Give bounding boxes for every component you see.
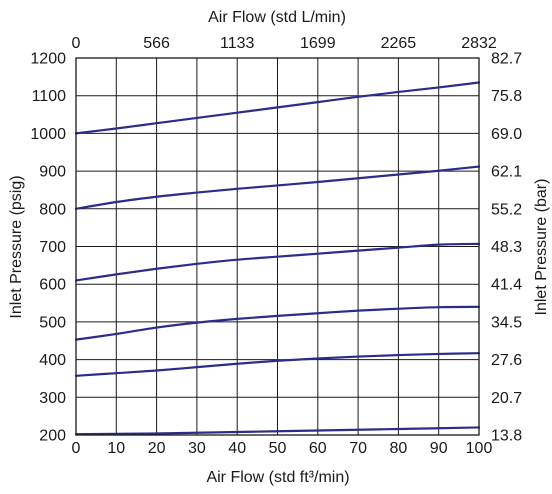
x2-tick-label: 2832 bbox=[461, 35, 497, 52]
left-axis-title: Inlet Pressure (psig) bbox=[8, 175, 25, 318]
tick-labels: 0 10 20 30 40 50 60 70 80 90 100 200 13.8 300 20.7 400 2… bbox=[30, 35, 522, 457]
x-tick-label: 100 bbox=[466, 440, 493, 457]
x2-tick-label: 2265 bbox=[381, 35, 417, 52]
y2-tick-label: 34.5 bbox=[491, 314, 522, 331]
x-tick-label: 90 bbox=[430, 440, 448, 457]
y-tick-label: 600 bbox=[39, 277, 66, 294]
x-tick-label: 20 bbox=[148, 440, 166, 457]
series-line bbox=[74, 242, 481, 282]
x-tick-label: 70 bbox=[349, 440, 367, 457]
y2-tick-label: 62.1 bbox=[491, 164, 522, 181]
bottom-axis-title: Air Flow (std ft³/min) bbox=[206, 469, 349, 486]
y2-tick-label: 82.7 bbox=[491, 51, 522, 68]
series-line bbox=[74, 165, 481, 210]
y2-tick-label: 75.8 bbox=[491, 88, 522, 105]
x-tick-label: 80 bbox=[390, 440, 408, 457]
series-line bbox=[74, 81, 481, 135]
y2-tick-label: 55.2 bbox=[491, 201, 522, 218]
x-tick-label: 50 bbox=[269, 440, 287, 457]
y2-tick-label: 20.7 bbox=[491, 390, 522, 407]
plot-frame bbox=[75, 57, 480, 436]
x2-tick-label: 566 bbox=[143, 35, 170, 52]
x2-tick-label: 1699 bbox=[300, 35, 336, 52]
series-line bbox=[74, 426, 481, 436]
right-axis-title: Inlet Pressure (bar) bbox=[533, 179, 550, 316]
y-tick-label: 500 bbox=[39, 314, 66, 331]
y2-tick-label: 69.0 bbox=[491, 126, 522, 143]
top-axis-title: Air Flow (std L/min) bbox=[208, 9, 346, 26]
x2-tick-label: 0 bbox=[72, 35, 81, 52]
x-tick-label: 40 bbox=[228, 440, 246, 457]
series-line bbox=[74, 352, 481, 377]
y-tick-label: 1100 bbox=[32, 88, 67, 105]
y-tick-label: 1000 bbox=[30, 126, 66, 143]
x2-tick-label: 1133 bbox=[220, 35, 255, 52]
y2-tick-label: 13.8 bbox=[491, 428, 522, 445]
y2-tick-label: 41.4 bbox=[491, 277, 522, 294]
y-tick-label: 900 bbox=[39, 164, 66, 181]
x-tick-label: 30 bbox=[188, 440, 206, 457]
series-lines bbox=[74, 81, 481, 436]
y-tick-label: 300 bbox=[39, 390, 66, 407]
y-tick-label: 1200 bbox=[30, 51, 66, 68]
y2-tick-label: 27.6 bbox=[491, 352, 522, 369]
y-tick-label: 700 bbox=[39, 239, 66, 256]
y-tick-label: 800 bbox=[39, 201, 66, 218]
y2-tick-label: 48.3 bbox=[491, 239, 522, 256]
x-tick-label: 0 bbox=[72, 440, 81, 457]
x-tick-label: 60 bbox=[309, 440, 327, 457]
x-tick-label: 10 bbox=[107, 440, 125, 457]
y-tick-label: 400 bbox=[39, 352, 66, 369]
series-line bbox=[74, 305, 481, 341]
y-tick-label: 200 bbox=[39, 428, 66, 445]
